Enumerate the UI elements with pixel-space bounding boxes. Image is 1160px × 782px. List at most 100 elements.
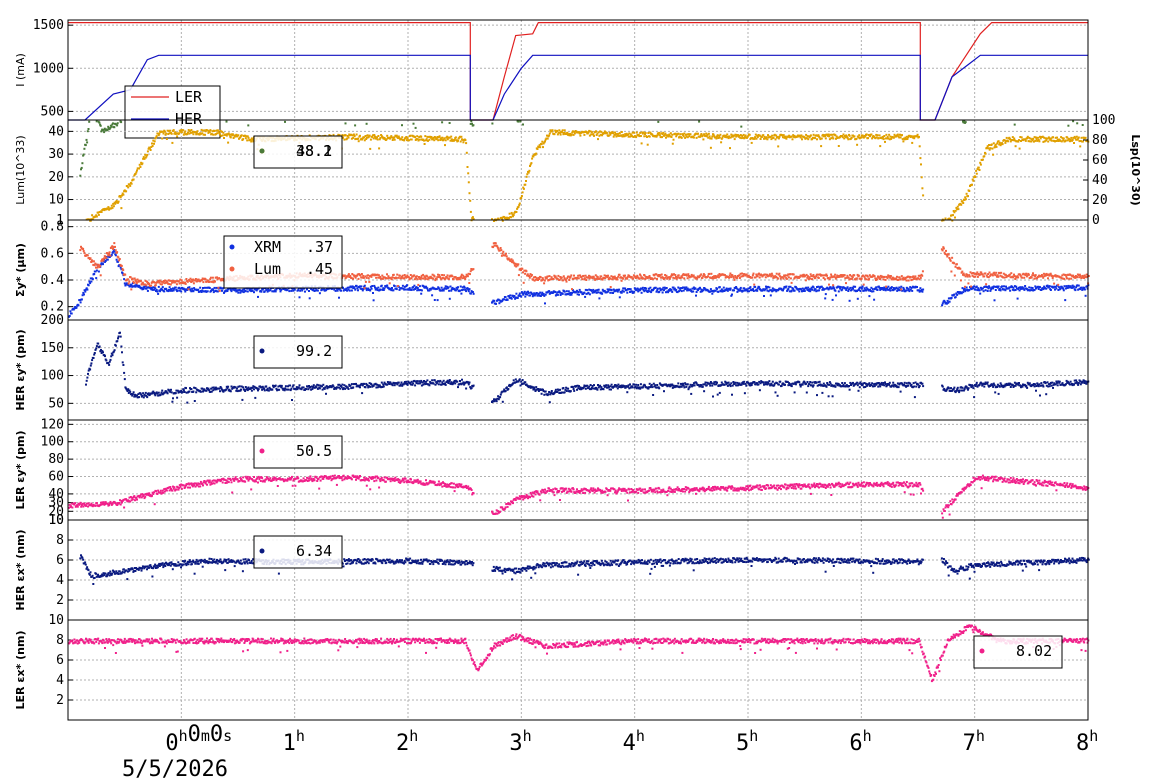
- data-point: [962, 288, 965, 291]
- data-point: [582, 131, 585, 134]
- data-point: [246, 387, 249, 390]
- data-point: [340, 289, 342, 292]
- data-point: [970, 272, 973, 275]
- data-point: [771, 134, 774, 137]
- data-point: [274, 289, 276, 292]
- data-point: [367, 277, 370, 280]
- data-point: [950, 270, 953, 273]
- data-point: [899, 133, 901, 136]
- data-point: [1037, 285, 1039, 288]
- data-point: [225, 134, 228, 137]
- data-point: [381, 274, 384, 277]
- data-point: [616, 134, 619, 137]
- data-point: [772, 289, 775, 292]
- data-point: [365, 276, 368, 279]
- data-point: [280, 384, 283, 387]
- data-point: [699, 286, 701, 289]
- data-point: [720, 137, 723, 140]
- data-point: [238, 385, 241, 388]
- data-point: [690, 273, 693, 276]
- data-point: [446, 285, 449, 288]
- data-point: [221, 388, 223, 391]
- data-point: [116, 340, 119, 343]
- data-point: [840, 275, 843, 278]
- data-point: [809, 288, 812, 291]
- data-point: [548, 134, 551, 137]
- data-point: [589, 130, 592, 133]
- data-point: [756, 287, 759, 290]
- data-point: [545, 277, 548, 280]
- data-point: [764, 276, 767, 279]
- data-point: [405, 276, 408, 278]
- data-point: [518, 294, 521, 297]
- data-point: [138, 396, 140, 399]
- data-point: [884, 278, 887, 281]
- data-point: [718, 286, 721, 289]
- data-point: [522, 123, 524, 126]
- data-point: [618, 132, 621, 135]
- data-point: [724, 288, 727, 291]
- data-point: [144, 391, 147, 394]
- data-point: [188, 286, 191, 289]
- data-point: [680, 290, 683, 293]
- data-point: [298, 384, 301, 387]
- data-point: [1086, 275, 1089, 278]
- data-point: [897, 278, 900, 281]
- data-point: [599, 130, 602, 133]
- data-point: [567, 133, 570, 136]
- data-point: [761, 289, 764, 292]
- data-point: [686, 277, 689, 280]
- data-point: [691, 287, 694, 290]
- data-point: [401, 124, 403, 127]
- data-point: [75, 306, 78, 309]
- data-point: [787, 276, 790, 279]
- data-point: [952, 210, 955, 212]
- data-point: [1081, 124, 1084, 126]
- data-point: [374, 382, 377, 385]
- data-point: [529, 294, 531, 297]
- data-point: [883, 286, 886, 289]
- data-point: [340, 385, 342, 387]
- data-point: [943, 300, 946, 303]
- data-point: [497, 298, 500, 301]
- data-point: [811, 288, 814, 291]
- series-sigma_y-0: [68, 248, 1090, 318]
- data-point: [169, 289, 172, 292]
- data-point: [752, 288, 755, 291]
- data-point: [514, 296, 517, 299]
- data-point: [596, 289, 599, 292]
- data-point: [624, 134, 627, 137]
- data-point: [246, 135, 249, 138]
- data-point: [164, 279, 167, 282]
- data-point: [440, 286, 443, 289]
- data-point: [358, 384, 361, 387]
- data-point: [984, 152, 987, 155]
- data-point: [778, 135, 781, 138]
- data-point: [247, 386, 250, 389]
- data-point: [103, 255, 106, 258]
- data-point: [539, 295, 542, 297]
- data-point: [865, 133, 868, 136]
- data-point: [811, 275, 814, 278]
- data-point: [754, 136, 757, 139]
- data-point: [520, 295, 523, 298]
- data-point: [460, 135, 463, 138]
- data-point: [1070, 136, 1073, 139]
- data-point: [913, 137, 916, 140]
- data-point: [820, 285, 823, 288]
- data-point: [636, 274, 639, 277]
- data-point: [155, 136, 157, 139]
- data-point: [187, 129, 190, 131]
- data-point: [762, 288, 765, 291]
- data-point: [673, 277, 676, 280]
- data-point: [84, 144, 87, 147]
- data-point: [338, 296, 340, 299]
- data-point: [202, 133, 205, 136]
- data-point: [520, 195, 523, 197]
- data-point: [707, 132, 710, 135]
- data-point: [304, 290, 306, 293]
- data-point: [241, 398, 244, 401]
- data-point: [165, 287, 168, 290]
- data-point: [1018, 139, 1020, 142]
